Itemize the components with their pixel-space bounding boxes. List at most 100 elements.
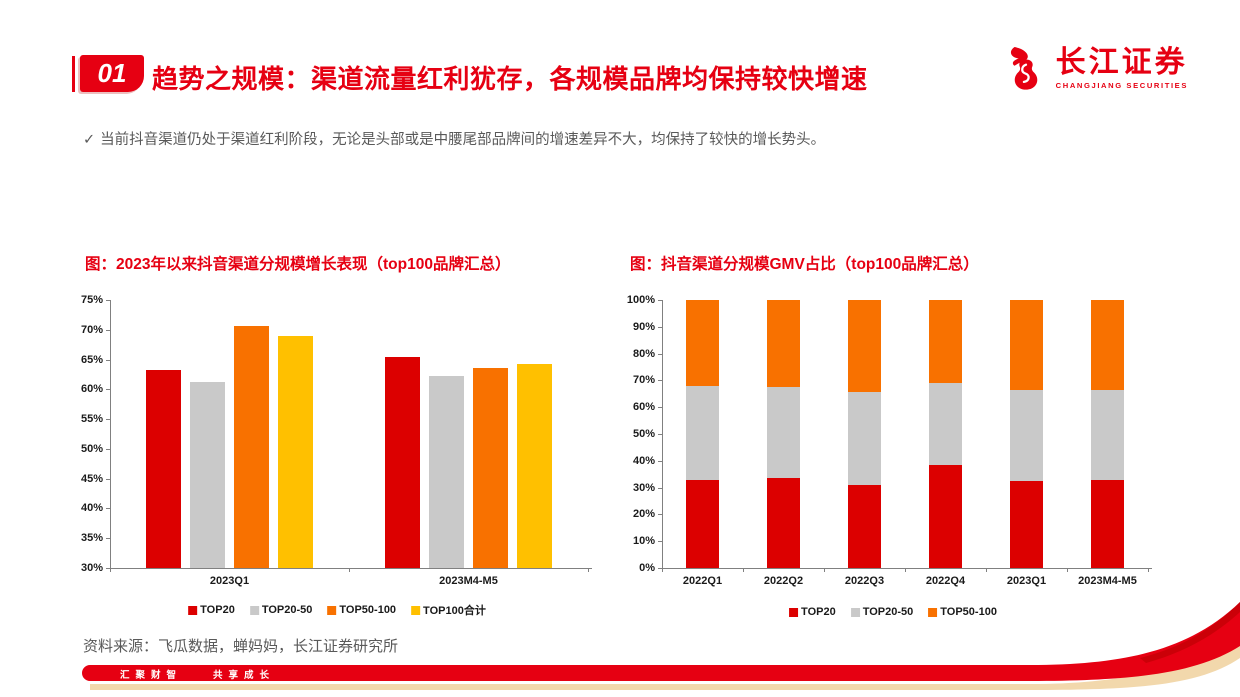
y-tick-label: 30% (632, 481, 655, 494)
legend-swatch (327, 605, 337, 615)
company-logo: 长江证券 CHANGJIANG SECURITIES (1002, 46, 1188, 98)
bar-top50-100 (1010, 300, 1043, 390)
left-chart-title: 图：2023年以来抖音渠道分规模增长表现（top100品牌汇总） (85, 256, 511, 273)
legend-item: TOP20 (188, 604, 235, 616)
legend-item: TOP50-100 (928, 606, 997, 618)
bar-top20 (686, 479, 719, 568)
y-tick-label: 50% (632, 428, 655, 440)
key-point: ✓ 当前抖音渠道仍处于渠道红利阶段，无论是头部或是中腰尾部品牌间的增速差异不大，均… (83, 130, 1083, 150)
legend-label: TOP20 (801, 606, 836, 618)
y-axis-line (110, 300, 111, 568)
legend-item: TOP20-50 (850, 606, 914, 618)
logo-text: 长江证券 CHANGJIANG SECURITIES (1056, 46, 1188, 90)
x-tick-mark (824, 568, 825, 572)
bar-top50-100 (848, 300, 881, 393)
bar-top20-50 (429, 375, 464, 568)
x-tick-mark (349, 568, 350, 572)
legend-item: TOP20-50 (249, 604, 313, 616)
chart-legend: TOP20 TOP20-50 TOP50-100 TOP100合计 (188, 602, 486, 618)
logo-cn-text: 长江证券 (1055, 46, 1188, 79)
bar-top50-100 (234, 325, 269, 568)
bar-top20 (767, 478, 800, 568)
legend-label: TOP20 (200, 604, 235, 616)
y-tick-label: 50% (80, 442, 103, 455)
gmv-share-stacked-chart: 0% 10% 20% 30% 40% 50% 60% 70% 80% 90% 100% 2022Q1 2… (626, 286, 1160, 620)
y-tick-mark (106, 478, 110, 480)
y-tick-label: 45% (80, 472, 103, 485)
right-chart-title: 图：抖音渠道分规模GMV占比（top100品牌汇总） (630, 256, 979, 273)
y-tick-mark (658, 487, 662, 489)
badge-accent-stripe (72, 56, 75, 92)
y-tick-mark (106, 568, 110, 569)
y-tick-label: 70% (632, 374, 655, 387)
y-tick-label: 75% (80, 294, 103, 306)
x-tick-mark (743, 568, 744, 572)
y-tick-mark (658, 514, 662, 516)
section-number: 01 (97, 58, 127, 88)
y-tick-mark (106, 538, 110, 540)
legend-swatch (188, 605, 198, 615)
check-icon: ✓ (83, 132, 96, 148)
y-tick-mark (658, 541, 662, 543)
y-tick-label: 55% (80, 413, 103, 426)
bar-top50-100 (473, 368, 508, 568)
category-label: 2023M4-M5 (439, 575, 498, 587)
bar-top20 (1010, 480, 1043, 568)
y-tick-label: 0% (639, 562, 655, 574)
source-note: 资料来源：飞瓜数据，蝉妈妈，长江证券研究所 (83, 638, 399, 655)
bar-top50-100 (686, 300, 719, 386)
bar-top20-50 (929, 383, 962, 465)
legend-label: TOP50-100 (940, 606, 997, 618)
y-tick-mark (658, 460, 662, 462)
y-tick-label: 40% (632, 454, 655, 467)
category-label: 2022Q2 (763, 575, 804, 587)
y-tick-label: 70% (80, 323, 103, 336)
changjiang-gourd-icon (1010, 47, 1037, 90)
bar-top20 (1091, 479, 1124, 568)
y-tick-label: 20% (632, 508, 655, 521)
category-label: 2023M4-M5 (1078, 575, 1137, 587)
y-tick-label: 40% (80, 502, 103, 515)
bar-top20 (929, 464, 962, 568)
x-axis-line (110, 568, 592, 569)
legend-label: TOP20-50 (862, 606, 914, 618)
legend-label: TOP50-100 (339, 604, 397, 616)
bar-top20-50 (848, 392, 881, 485)
x-tick-mark (662, 568, 663, 572)
growth-bar-chart: 30% 35% 40% 45% 50% 55% 60% 65% 70% 75% 2023Q1 2023… (78, 286, 596, 620)
bar-top20-50 (1010, 389, 1043, 481)
y-tick-mark (106, 359, 110, 361)
logo-en-text: CHANGJIANG SECURITIES (1055, 81, 1188, 90)
key-point-text: 当前抖音渠道仍处于渠道红利阶段，无论是头部或是中腰尾部品牌间的增速差异不大，均保… (100, 132, 826, 148)
x-tick-mark (986, 568, 987, 572)
legend-swatch (249, 605, 259, 615)
y-tick-label: 90% (632, 320, 655, 333)
y-tick-mark (658, 434, 662, 435)
y-tick-mark (658, 300, 662, 301)
y-tick-label: 65% (80, 353, 103, 366)
y-axis-line (662, 300, 663, 568)
y-tick-mark (658, 407, 662, 409)
y-tick-label: 30% (80, 562, 103, 574)
bar-top20 (385, 357, 420, 568)
category-label: 2022Q1 (682, 575, 723, 587)
legend-swatch (411, 605, 421, 615)
legend-swatch (928, 607, 938, 617)
y-tick-mark (106, 419, 110, 421)
category-label: 2022Q4 (925, 575, 966, 587)
bar-top20-50 (190, 382, 225, 568)
y-tick-label: 35% (80, 532, 103, 545)
page-title: 趋势之规模：渠道流量红利犹存，各规模品牌均保持较快增速 (152, 64, 868, 94)
legend-swatch (789, 607, 799, 617)
bar-top50-100 (767, 300, 800, 388)
category-label: 2022Q3 (844, 575, 885, 587)
y-tick-mark (658, 326, 662, 328)
legend-swatch (850, 607, 860, 617)
y-tick-mark (658, 353, 662, 355)
section-number-badge: 01 (80, 55, 144, 92)
bar-top100合计 (278, 336, 313, 568)
bar-top20 (848, 484, 881, 568)
legend-item: TOP100合计 (411, 602, 486, 618)
y-tick-mark (106, 389, 110, 391)
legend-label: TOP20-50 (261, 604, 313, 616)
